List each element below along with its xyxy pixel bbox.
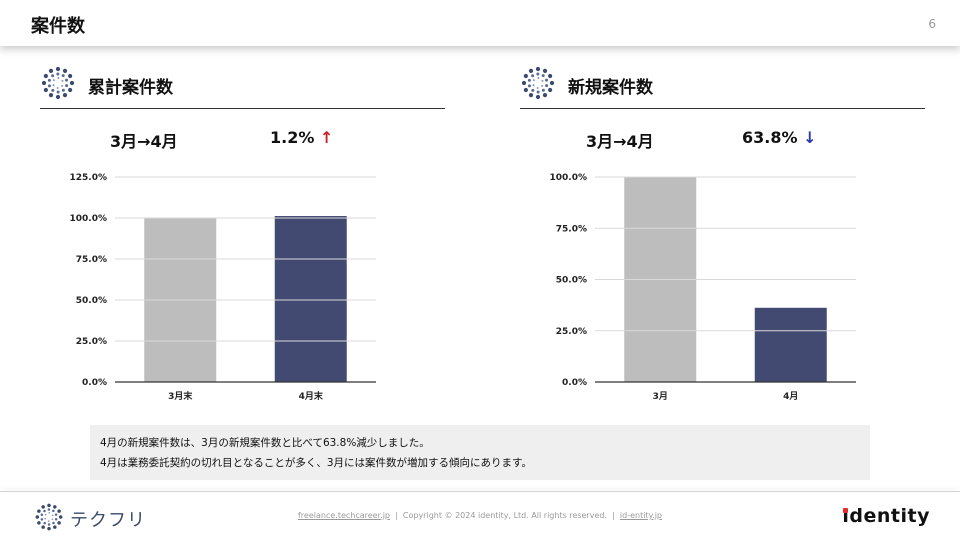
page-title: 案件数 bbox=[31, 16, 85, 37]
y-tick-label: 100.0% bbox=[550, 173, 588, 183]
identity-logo-text: dentity bbox=[849, 505, 930, 527]
x-tick-label: 4月末 bbox=[299, 390, 324, 402]
y-tick-label: 50.0% bbox=[76, 296, 107, 306]
slide-header: 案件数 6 bbox=[0, 0, 960, 46]
y-tick-label: 0.0% bbox=[82, 378, 107, 388]
y-tick-label: 25.0% bbox=[76, 337, 107, 347]
new-change: 63.8% ↓ bbox=[742, 128, 817, 147]
footer-separator: | bbox=[612, 511, 615, 520]
x-tick-label: 3月 bbox=[653, 391, 668, 402]
bar-2 bbox=[754, 307, 827, 382]
x-tick-label: 3月末 bbox=[168, 390, 193, 402]
cumulative-bar-chart: 0.0% 25.0% 50.0% 75.0% 100.0% 125.0% 3月末 4月末 bbox=[70, 173, 376, 402]
y-tick-label: 50.0% bbox=[556, 276, 587, 286]
y-tick-label: 100.0% bbox=[70, 214, 108, 224]
new-period-label: 3月→4月 bbox=[586, 132, 654, 151]
dotted-ring-logo-icon bbox=[35, 503, 63, 531]
footer-separator: | bbox=[395, 511, 398, 520]
summary-note-line-1: 4月の新規案件数は、3月の新規案件数と比べて63.8%減少しました。 bbox=[100, 437, 430, 449]
footer-text: freelance.techcareer.jp | Copyright © 20… bbox=[0, 511, 960, 520]
y-tick-label: 125.0% bbox=[70, 173, 108, 183]
cumulative-change-value: 1.2% bbox=[270, 128, 315, 147]
dotted-ring-logo-icon bbox=[521, 66, 555, 100]
footer-link-identity[interactable]: id-entity.jp bbox=[619, 511, 663, 520]
footer-link-techcareer[interactable]: freelance.techcareer.jp bbox=[297, 511, 390, 520]
dotted-ring-logo-icon bbox=[41, 66, 75, 100]
y-tick-label: 25.0% bbox=[556, 327, 587, 337]
new-change-value: 63.8% bbox=[742, 128, 798, 147]
y-tick-label: 75.0% bbox=[76, 255, 107, 265]
new-panel-header: 新規案件数 bbox=[520, 65, 925, 109]
bar-2 bbox=[274, 216, 347, 382]
cumulative-change: 1.2% ↑ bbox=[270, 128, 333, 147]
new-bar-chart: 0.0% 25.0% 50.0% 75.0% 100.0% 3月 4月 bbox=[550, 173, 856, 402]
footer-divider bbox=[0, 491, 960, 492]
summary-note-line-2: 4月は業務委託契約の切れ目となることが多く、3月には案件数が増加する傾向にありま… bbox=[100, 457, 532, 469]
arrow-down-icon: ↓ bbox=[803, 128, 817, 147]
brand-name: テクフリ bbox=[70, 510, 146, 531]
cumulative-panel-title: 累計案件数 bbox=[88, 78, 173, 98]
y-tick-label: 75.0% bbox=[556, 224, 587, 234]
footer-copyright: Copyright © 2024 identity, Ltd. All righ… bbox=[402, 511, 607, 520]
arrow-up-icon: ↑ bbox=[319, 128, 334, 147]
cumulative-period-label: 3月→4月 bbox=[110, 132, 178, 151]
new-panel-title: 新規案件数 bbox=[568, 78, 653, 98]
page-number: 6 bbox=[928, 17, 936, 31]
identity-logo: ıdentity bbox=[842, 505, 930, 527]
y-tick-label: 0.0% bbox=[562, 378, 587, 388]
cumulative-panel-header: 累計案件数 bbox=[40, 65, 445, 109]
summary-note: 4月の新規案件数は、3月の新規案件数と比べて63.8%減少しました。 4月は業務… bbox=[90, 425, 870, 480]
x-tick-label: 4月 bbox=[783, 391, 798, 402]
